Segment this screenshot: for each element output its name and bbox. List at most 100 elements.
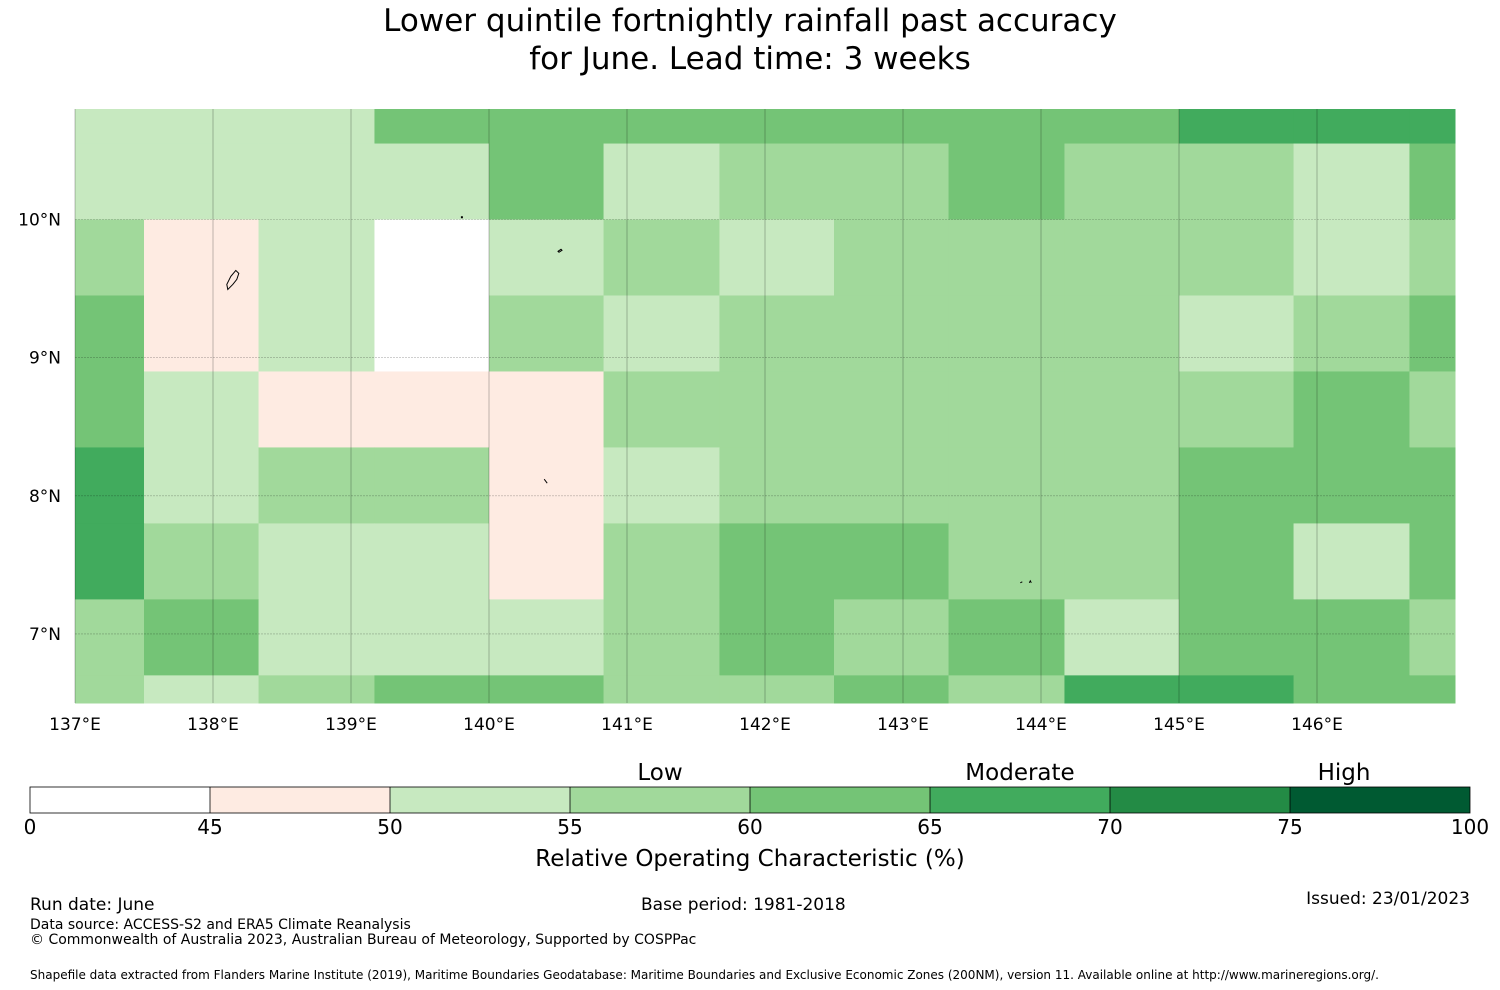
lat-tick-label: 10°N xyxy=(18,211,61,231)
colorbar-swatch xyxy=(570,787,750,813)
colorbar-category-moderate: Moderate xyxy=(965,760,1075,786)
lon-tick-label: 138°E xyxy=(187,715,239,735)
grid-cell xyxy=(489,447,605,524)
grid-cell xyxy=(603,371,720,448)
data-source: Data source: ACCESS-S2 and ERA5 Climate … xyxy=(30,917,411,933)
grid-cell xyxy=(603,675,720,704)
grid-cell xyxy=(374,219,490,296)
grid-cell xyxy=(374,295,490,372)
lat-tick-label: 9°N xyxy=(29,349,61,369)
colorbar-category-high: High xyxy=(1317,760,1371,786)
grid-cell xyxy=(834,109,950,145)
grid-cell xyxy=(75,371,145,448)
grid-cell xyxy=(374,599,490,676)
lon-tick-label: 137°E xyxy=(49,715,101,735)
grid-cell xyxy=(834,219,950,296)
issued-date: Issued: 23/01/2023 xyxy=(1306,889,1470,909)
colorbar-tick-label: 60 xyxy=(737,815,763,839)
grid-cell xyxy=(834,371,950,448)
grid-cell xyxy=(489,295,605,372)
grid-cell xyxy=(603,523,720,600)
grid-cell xyxy=(144,523,260,600)
grid-cell xyxy=(834,523,950,600)
grid-cell xyxy=(603,447,720,524)
grid-cell xyxy=(719,109,835,145)
map-gridlines xyxy=(74,109,1455,703)
grid-cell xyxy=(258,371,375,448)
colorbar-tick-label: 75 xyxy=(1277,815,1303,839)
grid-cell xyxy=(258,109,375,145)
grid-cell xyxy=(258,599,375,676)
lon-tick-label: 142°E xyxy=(739,715,791,735)
grid-cell xyxy=(948,143,1065,221)
grid-cell xyxy=(1409,143,1456,221)
grid-cell xyxy=(258,675,375,704)
grid-cell xyxy=(719,143,835,221)
grid-cell xyxy=(719,371,835,448)
grid-cell xyxy=(489,523,605,600)
grid-cell xyxy=(1179,675,1295,704)
grid-cell xyxy=(834,143,950,221)
grid-cell xyxy=(144,109,260,145)
grid-cell xyxy=(1409,295,1456,372)
grid-cell xyxy=(75,295,145,372)
grid-cell xyxy=(1409,219,1456,296)
grid-cell xyxy=(1179,219,1295,296)
grid-cell xyxy=(144,295,260,372)
colorbar-swatch xyxy=(210,787,390,813)
island-ngulu-north xyxy=(460,216,463,219)
grid-cell xyxy=(1179,295,1295,372)
grid-cell xyxy=(374,447,490,524)
copyright: © Commonwealth of Australia 2023, Austra… xyxy=(30,932,697,948)
grid-cell xyxy=(603,295,720,372)
grid-cell xyxy=(719,295,835,372)
grid-cell xyxy=(1293,447,1410,524)
lon-tick-label: 143°E xyxy=(877,715,929,735)
grid-cell xyxy=(948,675,1065,704)
grid-cell xyxy=(1179,143,1295,221)
grid-cell xyxy=(75,143,145,221)
grid-cell xyxy=(489,109,605,145)
grid-cell xyxy=(258,143,375,221)
grid-cell xyxy=(1293,143,1410,221)
grid-cell xyxy=(603,109,720,145)
lon-tick-label: 145°E xyxy=(1153,715,1205,735)
grid-cell xyxy=(1409,109,1456,145)
colorbar-tick-label: 55 xyxy=(557,815,583,839)
grid-cell xyxy=(1409,523,1456,600)
grid-cell xyxy=(1064,447,1180,524)
grid-cell xyxy=(948,447,1065,524)
grid-cell xyxy=(1064,371,1180,448)
grid-cell xyxy=(603,599,720,676)
grid-cell xyxy=(374,109,490,145)
colorbar-swatch xyxy=(390,787,570,813)
grid-cell xyxy=(144,675,260,704)
grid-cell xyxy=(948,295,1065,372)
colorbar-swatch xyxy=(30,787,210,813)
grid-cell xyxy=(258,447,375,524)
grid-cell xyxy=(948,599,1065,676)
grid-cell xyxy=(144,447,260,524)
longitude-tick-labels: 137°E 138°E 139°E 140°E 141°E 142°E 143°E 144°E… xyxy=(49,715,1343,735)
grid-cell xyxy=(489,599,605,676)
grid-cell xyxy=(75,523,145,600)
colorbar-tick-label: 45 xyxy=(197,815,223,839)
grid-cell xyxy=(603,219,720,296)
grid-cell xyxy=(1293,371,1410,448)
lat-tick-label: 7°N xyxy=(29,625,61,645)
grid-cell xyxy=(489,371,605,448)
grid-cell xyxy=(374,371,490,448)
grid-cell xyxy=(1179,599,1295,676)
grid-cell xyxy=(1179,523,1295,600)
grid-cell xyxy=(1064,675,1180,704)
colorbar-swatch xyxy=(1110,787,1290,813)
grid-cell xyxy=(719,675,835,704)
colorbar-frame xyxy=(29,786,1471,814)
grid-cell xyxy=(948,219,1065,296)
grid-cell xyxy=(75,599,145,676)
grid-cell xyxy=(719,219,835,296)
grid-cell xyxy=(1293,675,1410,704)
grid-cell xyxy=(1064,109,1180,145)
island-outlines xyxy=(226,216,1032,584)
grid-cell xyxy=(1409,371,1456,448)
